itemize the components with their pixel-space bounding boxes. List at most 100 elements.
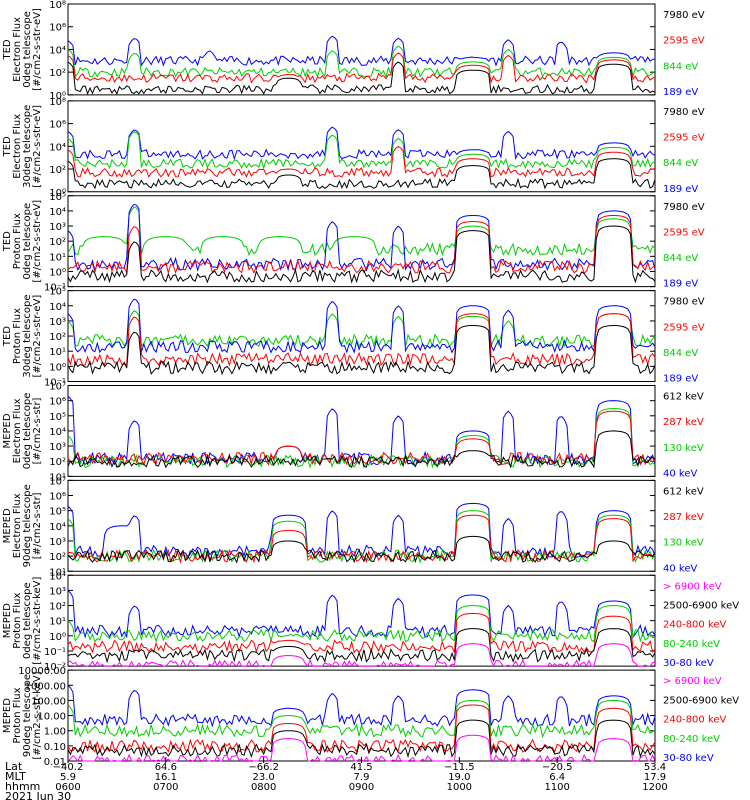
series-line: [67, 145, 656, 179]
panel-6: 10¹ 10² 10³ 10⁴ 10⁵ 10⁶ 10⁷ MEPED Electron Flux 9…: [2, 476, 704, 578]
y-tick-label: 10³: [49, 317, 66, 328]
y-axis-label: Electron Flux: [12, 114, 23, 179]
y-axis-label: Proton Flux: [12, 308, 23, 364]
legend-entry: 189 eV: [663, 184, 698, 195]
y-axis-label: [#/cm2-s-str]: [32, 492, 43, 559]
series-line: [67, 215, 656, 275]
legend-entry: 30-80 keV: [663, 753, 714, 764]
y-tick-label: 10²: [49, 602, 66, 613]
x-tick-label-lat: −40.2: [53, 762, 84, 773]
y-tick-label: 10⁻²: [44, 662, 66, 673]
y-tick-label: 10⁴: [49, 45, 66, 56]
y-tick-label: 10⁴: [49, 142, 66, 153]
x-tick-label-mlt: 7.9: [354, 772, 370, 783]
y-tick-label: 10⁰: [49, 362, 66, 373]
legend-entry: 844 eV: [663, 61, 698, 72]
legend-entry: 189 eV: [663, 87, 698, 98]
y-tick-label: 10⁷: [49, 476, 66, 487]
panel-3: 10⁻¹ 10⁰ 10¹ 10² 10³ 10⁴ 10⁵ TED Proton Flux 0deg…: [2, 192, 705, 294]
legend-entry: > 6900 keV: [663, 676, 722, 687]
y-axis-label: 0deg telescope: [22, 393, 33, 470]
y-axis-label: Electron Flux: [12, 398, 23, 463]
series-line: [67, 158, 656, 190]
x-date-label: 2021 Jun 30: [5, 790, 71, 800]
series-line: [67, 310, 656, 349]
legend-entry: 130 keV: [663, 538, 704, 549]
series-line: [67, 206, 656, 257]
y-tick-label: 10⁵: [49, 287, 66, 298]
x-tick-label-mlt: 17.9: [644, 772, 666, 783]
y-tick-label: 10¹: [49, 617, 66, 628]
y-axis-label: [#/cm2-s-str-eV]: [32, 105, 43, 188]
x-tick-label-hhmm: 1000: [447, 782, 472, 793]
y-tick-label: 10⁻¹: [44, 378, 66, 389]
y-axis-label: 0deg telescope: [22, 11, 33, 88]
y-tick-label: 10⁰: [49, 91, 66, 102]
y-axis-label: 30deg telescope: [22, 295, 33, 378]
y-tick-label: 10⁸: [49, 0, 66, 11]
legend-entry: 30-80 keV: [663, 658, 714, 669]
series-line: [67, 126, 656, 161]
x-tick-label-lat: 64.6: [155, 762, 177, 773]
y-tick-label: 10⁴: [49, 302, 66, 313]
y-tick-label: 10⁵: [49, 412, 66, 423]
y-axis-label: Proton Flux: [12, 213, 23, 269]
x-tick-label-mlt: 16.1: [155, 772, 177, 783]
legend-entry: 287 keV: [663, 417, 704, 428]
x-tick-label-hhmm: 0800: [251, 782, 276, 793]
legend-entry: 2595 eV: [663, 322, 705, 333]
legend-entry: 189 eV: [663, 374, 698, 385]
panel-5: 10¹ 10² 10³ 10⁴ 10⁵ 10⁶ 10⁷ MEPED Electron Flux 0…: [2, 382, 704, 484]
legend-entry: 2595 eV: [663, 133, 705, 144]
series-line: [67, 61, 656, 96]
y-axis-label: MEPED: [2, 603, 13, 638]
legend-entry: 7980 eV: [663, 297, 705, 308]
panel-frame: [67, 100, 656, 193]
x-tick-label-lat: −66.2: [248, 762, 279, 773]
y-tick-label: 10⁶: [49, 397, 66, 408]
y-tick-label: 10⁻¹: [44, 647, 66, 658]
y-axis-label: MEPED: [2, 698, 13, 733]
x-tick-label-lat: 53.4: [644, 762, 666, 773]
legend-entry: 80-240 keV: [663, 639, 720, 650]
x-row-label-lat: Lat: [5, 760, 23, 773]
series-line: [67, 590, 656, 639]
x-row-label-mlt: MLT: [5, 770, 26, 783]
x-row-label-hhmm: hhmm: [5, 780, 40, 793]
y-axis-label: [#/cm2-s-str-eV]: [32, 200, 43, 283]
y-tick-label: 10¹: [49, 252, 66, 263]
y-axis-label: 90deg telescope: [22, 674, 33, 757]
y-axis-label: 90deg telescope: [22, 484, 33, 567]
y-axis-label: [#/cm2-s-str-eV]: [32, 295, 43, 378]
legend-entry: 612 keV: [663, 392, 704, 403]
x-tick-label-mlt: 23.0: [253, 772, 275, 783]
y-tick-label: 10.00: [37, 712, 66, 723]
legend-entry: 2500-6900 keV: [663, 695, 739, 706]
y-tick-label: 10²: [49, 457, 66, 468]
y-tick-label: 10⁴: [49, 571, 66, 582]
panel-2: 10⁰ 10² 10⁴ 10⁶ 10⁸ TED Electron Flux 30deg tel…: [2, 97, 705, 199]
panel-7: 10⁻² 10⁻¹ 10⁰ 10¹ 10² 10³ 10⁴ MEPED Proton Flux 0…: [2, 571, 739, 673]
legend-entry: 40 keV: [663, 468, 697, 479]
series-line: [67, 313, 656, 367]
series-line: [67, 604, 656, 643]
series-line: [67, 684, 656, 728]
y-tick-label: 10³: [49, 222, 66, 233]
panel-8: 0.01 0.10 1.00 10.00 100.00 1000.00 10000.00 ME…: [2, 666, 739, 768]
series-line: [67, 628, 656, 664]
legend-entry: 844 eV: [663, 253, 698, 264]
x-tick-label-hhmm: 1100: [544, 782, 569, 793]
y-tick-label: 10²: [49, 332, 66, 343]
panel-frame: [67, 195, 656, 288]
panel-4: 10⁻¹ 10⁰ 10¹ 10² 10³ 10⁴ 10⁵ TED Proton Flux 30de…: [2, 287, 705, 389]
y-tick-label: 10¹: [49, 472, 66, 483]
y-tick-label: 10⁴: [49, 427, 66, 438]
x-tick-label-lat: −11.5: [444, 762, 475, 773]
legend-entry: 612 keV: [663, 486, 704, 497]
x-tick-label-lat: 41.5: [350, 762, 372, 773]
y-tick-label: 10²: [49, 237, 66, 248]
y-tick-label: 10⁶: [49, 120, 66, 131]
series-line: [67, 613, 656, 655]
y-axis-label: MEPED: [2, 508, 13, 543]
